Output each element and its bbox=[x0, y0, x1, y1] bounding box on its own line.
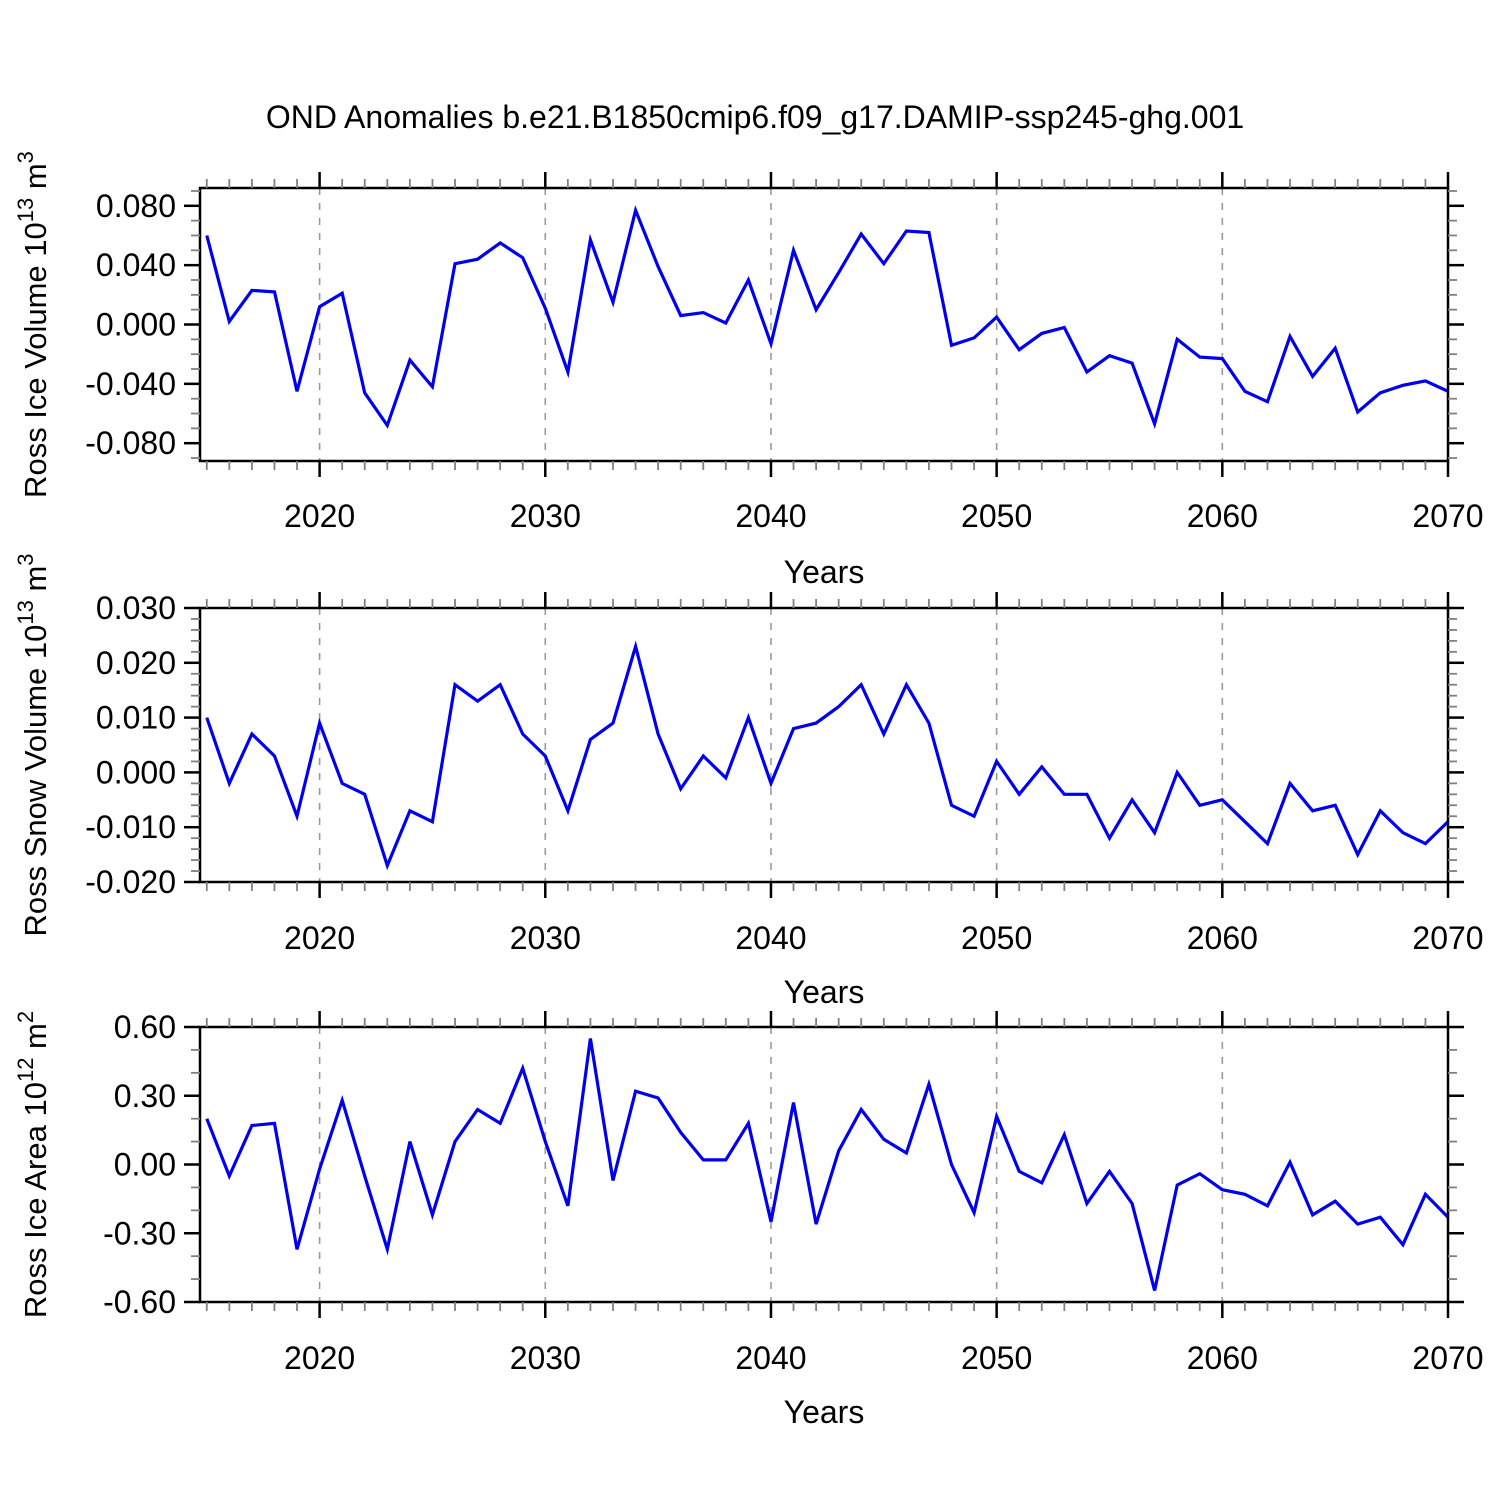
y-tick-label: 0.030 bbox=[96, 590, 176, 626]
y-tick-label: -0.040 bbox=[85, 366, 176, 402]
x-tick-label: 2040 bbox=[735, 498, 806, 534]
figure-title: OND Anomalies b.e21.B1850cmip6.f09_g17.D… bbox=[266, 99, 1244, 135]
x-axis-title-3: Years bbox=[784, 1394, 865, 1430]
x-tick-label: 2030 bbox=[510, 920, 581, 956]
y-axis-title: Ross Ice Area 1012 m2 bbox=[13, 1011, 53, 1318]
y-axis-title-text: Ross Snow Volume 10 bbox=[18, 625, 53, 937]
x-tick-label: 2020 bbox=[284, 498, 355, 534]
y-tick-label: 0.000 bbox=[96, 754, 176, 790]
y-tick-label: -0.30 bbox=[103, 1215, 176, 1251]
x-tick-label: 2060 bbox=[1187, 920, 1258, 956]
y-tick-label: 0.000 bbox=[96, 307, 176, 343]
y-axis-title-superscript: 3 bbox=[13, 151, 38, 163]
panel-2: 0.030 0.020 0.010 0.000 -0.010 -0.020 2020 2030… bbox=[13, 553, 1484, 956]
plot-frame bbox=[198, 186, 1450, 463]
x-tick-label: 2020 bbox=[284, 1340, 355, 1376]
y-tick-label: 0.020 bbox=[96, 645, 176, 681]
y-axis-title-superscript: 13 bbox=[13, 198, 38, 222]
x-tick-label: 2030 bbox=[510, 1340, 581, 1376]
series-line bbox=[205, 205, 1449, 430]
x-tick-label: 2060 bbox=[1187, 498, 1258, 534]
x-tick-label: 2020 bbox=[284, 920, 355, 956]
y-axis-title: Ross Snow Volume 1013 m3 bbox=[13, 553, 53, 936]
x-tick-label: 2050 bbox=[961, 1340, 1032, 1376]
y-axis-title: Ross Ice Volume 1013 m3 bbox=[13, 151, 53, 498]
y-tick-label: -0.080 bbox=[85, 425, 176, 461]
y-tick-label: 0.00 bbox=[114, 1147, 176, 1183]
panel-3: 0.60 0.30 0.00 -0.30 -0.60 2020 2030 2040 2050 20… bbox=[13, 1009, 1484, 1376]
y-axis-title-text: Ross Ice Volume 10 bbox=[18, 222, 53, 498]
series-line bbox=[205, 640, 1450, 871]
series-line bbox=[205, 1038, 1450, 1291]
y-axis-title-superscript: 3 bbox=[13, 553, 38, 565]
x-axis-title-2: Years bbox=[784, 974, 865, 1010]
y-tick-label: 0.30 bbox=[114, 1078, 176, 1114]
y-tick-label: -0.010 bbox=[85, 809, 176, 845]
y-tick-label: -0.020 bbox=[85, 864, 176, 900]
y-tick-label: 0.040 bbox=[96, 247, 176, 283]
x-tick-label: 2050 bbox=[961, 498, 1032, 534]
y-tick-label: 0.010 bbox=[96, 700, 176, 736]
y-tick-label: 0.080 bbox=[96, 188, 176, 224]
y-axis-title-superscript: 2 bbox=[13, 1011, 38, 1023]
x-tick-label: 2040 bbox=[735, 1340, 806, 1376]
y-axis-title-text: Ross Ice Area 10 bbox=[18, 1082, 53, 1318]
x-tick-label: 2070 bbox=[1412, 1340, 1483, 1376]
y-axis-title-superscript: 13 bbox=[13, 600, 38, 624]
y-tick-label: 0.60 bbox=[114, 1009, 176, 1045]
y-axis-title-superscript: 12 bbox=[13, 1058, 38, 1082]
y-tick-label: -0.60 bbox=[103, 1284, 176, 1320]
x-tick-label: 2030 bbox=[510, 498, 581, 534]
panels-group: 0.080 0.040 0.000 -0.040 -0.080 2020 2030 2040 2… bbox=[13, 151, 1484, 1376]
x-tick-label: 2070 bbox=[1412, 498, 1483, 534]
y-axis-title-text: m bbox=[18, 1023, 53, 1057]
x-tick-label: 2050 bbox=[961, 920, 1032, 956]
x-axis-title-1: Years bbox=[784, 554, 865, 590]
y-axis-title-text: m bbox=[18, 163, 53, 197]
plot-frame bbox=[198, 606, 1450, 884]
x-tick-label: 2040 bbox=[735, 920, 806, 956]
panel-1: 0.080 0.040 0.000 -0.040 -0.080 2020 2030 2040 2… bbox=[13, 151, 1484, 534]
y-axis-title-text: m bbox=[18, 566, 53, 600]
x-tick-label: 2070 bbox=[1412, 920, 1483, 956]
x-tick-label: 2060 bbox=[1187, 1340, 1258, 1376]
plot-frame bbox=[198, 1025, 1450, 1304]
